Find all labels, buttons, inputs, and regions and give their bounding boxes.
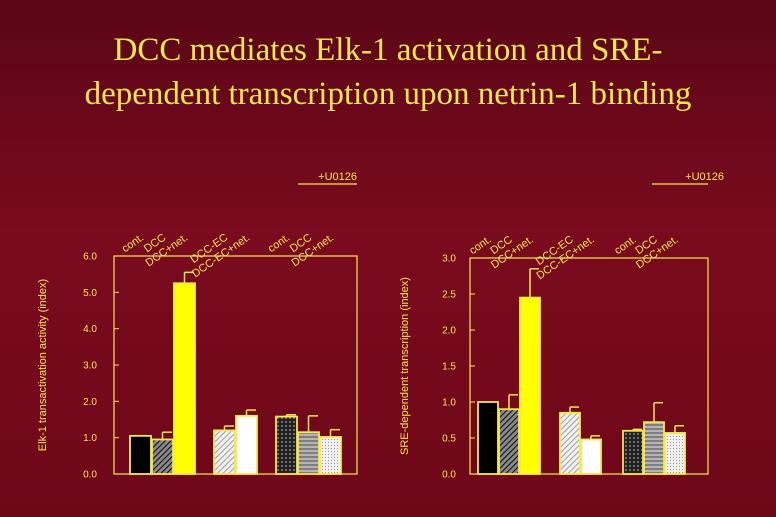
bar [477,401,499,475]
category-label: cont. [120,232,146,256]
y-axis-label: Elk-1 transactivation activity (index) [37,279,49,451]
bar [519,296,541,475]
y-tick-label: 4.0 [83,324,97,335]
chart-elk1: 0.0 1.0 2.0 3.0 4.0 5.0 6.0 Elk-1 transactivati… [37,171,358,481]
bar [297,431,320,475]
bar [129,434,152,475]
y-tick-label: 1.0 [83,433,97,444]
y-tick-label: 3.0 [442,254,456,265]
bar [275,415,298,475]
treatment-label: +U0126 [318,171,357,183]
y-tick-label: 3.0 [83,361,97,372]
bar [213,429,236,475]
bar [643,421,665,475]
bar [151,438,174,475]
y-tick-label: 2.5 [442,290,456,301]
bar [173,282,196,475]
slide-title-line-2: dependent transcription upon netrin-1 bi… [84,76,692,112]
y-tick-label: 5.0 [83,288,97,299]
chart-sre: 0.0 0.5 1.0 1.5 2.0 2.5 3.0 SRE-dependent trans… [399,171,724,481]
y-tick-label: 6.0 [83,252,97,263]
bar [664,432,686,475]
y-tick-label: 1.5 [442,362,456,373]
category-label: cont. [266,232,292,256]
y-tick-label: 2.0 [442,326,456,337]
slide-title: DCC mediates Elk-1 activation and SRE- d… [0,28,776,116]
bar [622,429,644,475]
slide-title-line-1: DCC mediates Elk-1 activation and SRE- [113,32,663,68]
y-tick-label: 1.0 [442,398,456,409]
y-tick-label: 0.0 [442,470,456,481]
y-tick-label: 0.5 [442,434,456,445]
bar [498,408,520,475]
bar [235,414,258,475]
bar [580,438,602,475]
y-tick-label: 2.0 [83,397,97,408]
bar [559,411,581,475]
bar [319,436,342,475]
treatment-label: +U0126 [685,171,724,183]
y-tick-label: 0.0 [83,470,97,481]
y-axis-label: SRE-dependent transcription (index) [399,277,411,455]
